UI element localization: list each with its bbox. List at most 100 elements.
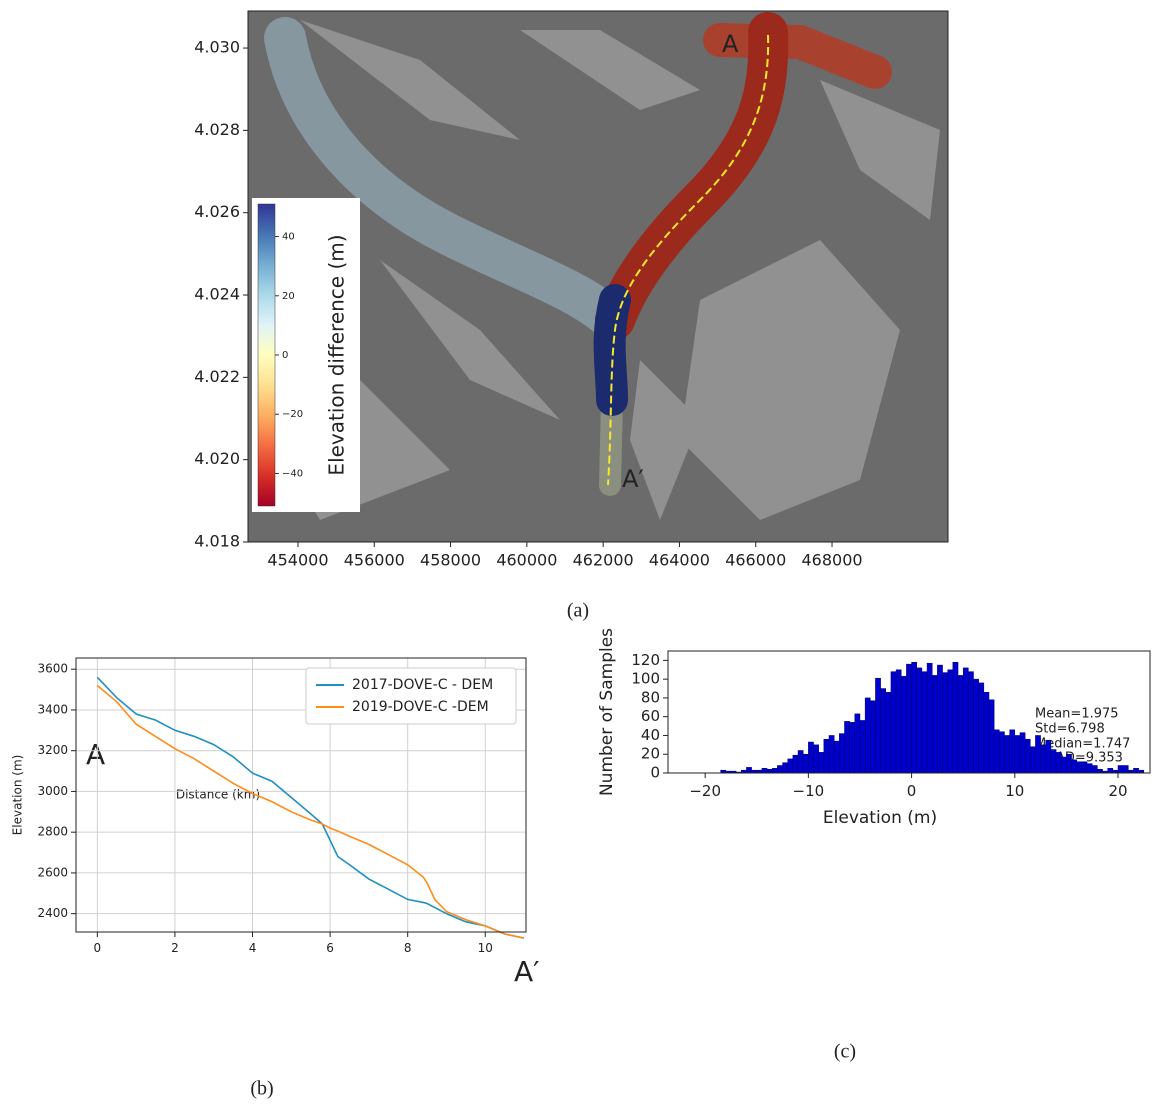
line bbox=[96, 676, 525, 939]
bar bbox=[813, 744, 819, 774]
bar bbox=[988, 699, 995, 774]
bar bbox=[926, 662, 933, 774]
x-tick-label: −10 bbox=[793, 782, 825, 800]
y-tick-label: 120 bbox=[631, 651, 660, 669]
y-tick-label: 4.024 bbox=[194, 285, 240, 304]
y-tick-label: 3000 bbox=[37, 784, 68, 798]
bar bbox=[1097, 768, 1103, 774]
bar bbox=[999, 731, 1005, 774]
bar bbox=[1081, 761, 1088, 774]
bar bbox=[957, 675, 964, 774]
legend bbox=[305, 667, 517, 725]
y-axis-label: Elevation (m) bbox=[11, 755, 25, 836]
bar bbox=[993, 729, 1000, 774]
bar bbox=[911, 662, 917, 774]
bar bbox=[839, 733, 845, 774]
bar bbox=[942, 672, 948, 774]
bar bbox=[901, 676, 907, 774]
bar bbox=[1060, 756, 1067, 774]
bar bbox=[1050, 749, 1057, 774]
annotation: Mean=1.975 bbox=[1035, 707, 1119, 722]
colorbar-tick-label: 0 bbox=[282, 350, 288, 361]
bar bbox=[777, 765, 783, 774]
bar bbox=[885, 692, 892, 774]
colorbar-tick-label: 40 bbox=[282, 232, 295, 243]
y-tick-label: 40 bbox=[641, 726, 660, 744]
y-tick-label: 4.026 bbox=[194, 202, 240, 221]
x-tick-label: 464000 bbox=[649, 551, 710, 570]
plot-frame bbox=[75, 657, 527, 933]
bar bbox=[1086, 763, 1093, 774]
bar bbox=[890, 671, 897, 774]
y-tick-label: 4.030 bbox=[194, 38, 240, 57]
caption: (c) bbox=[834, 1041, 856, 1063]
bar bbox=[766, 768, 773, 774]
caption: (b) bbox=[250, 1078, 273, 1100]
bar bbox=[1014, 735, 1021, 774]
annotation: A′ bbox=[622, 465, 644, 493]
legend-label: 2017-DOVE-C - DEM bbox=[352, 677, 493, 693]
bar bbox=[849, 722, 856, 774]
y-tick-label: 4.018 bbox=[194, 532, 240, 551]
plot-frame bbox=[667, 650, 1151, 774]
bar bbox=[808, 741, 814, 774]
bar bbox=[833, 740, 840, 774]
bar bbox=[978, 682, 985, 774]
y-tick-label: 3400 bbox=[37, 702, 68, 716]
x-tick-label: 0 bbox=[94, 941, 102, 955]
y-tick-label: 0 bbox=[650, 764, 660, 782]
bar bbox=[1004, 735, 1010, 774]
bar bbox=[823, 738, 830, 774]
bar bbox=[931, 675, 938, 774]
bar bbox=[968, 671, 974, 774]
legend-label: 2019-DOVE-C -DEM bbox=[352, 699, 489, 715]
colorbar-label: Elevation difference (m) bbox=[325, 234, 349, 475]
annotation: A′ bbox=[514, 955, 540, 988]
y-tick-label: 3600 bbox=[37, 662, 68, 676]
x-tick-label: 10 bbox=[478, 941, 493, 955]
x-axis-label: Elevation (m) bbox=[823, 808, 937, 828]
bar bbox=[916, 667, 923, 774]
bar bbox=[1045, 739, 1052, 774]
bar bbox=[1117, 765, 1124, 774]
x-tick-label: 460000 bbox=[496, 551, 557, 570]
y-tick-label: 2600 bbox=[37, 865, 68, 879]
y-tick-label: 100 bbox=[631, 670, 660, 688]
x-tick-label: 458000 bbox=[420, 551, 481, 570]
colorbar-tick-label: −20 bbox=[282, 409, 303, 420]
y-tick-label: 4.028 bbox=[194, 120, 240, 139]
colorbar-tick-label: 20 bbox=[282, 291, 295, 302]
y-tick-label: 4.020 bbox=[194, 449, 240, 468]
map-image bbox=[248, 11, 948, 542]
caption: (a) bbox=[567, 600, 589, 622]
y-tick-label: 60 bbox=[641, 707, 660, 725]
bar bbox=[1066, 753, 1072, 774]
bar bbox=[787, 758, 794, 774]
bar bbox=[1133, 768, 1139, 774]
bar bbox=[1055, 752, 1062, 774]
bar bbox=[792, 754, 799, 774]
bar bbox=[973, 678, 979, 774]
y-tick-label: 80 bbox=[641, 688, 660, 706]
bar bbox=[761, 768, 768, 774]
bar bbox=[875, 677, 881, 774]
bar bbox=[771, 768, 778, 774]
y-tick-label: 2400 bbox=[37, 906, 68, 920]
y-tick-label: 3200 bbox=[37, 743, 68, 757]
annotation: Std=6.798 bbox=[1035, 722, 1105, 737]
x-tick-label: 456000 bbox=[344, 551, 405, 570]
x-tick-label: 2 bbox=[171, 941, 179, 955]
bar bbox=[983, 692, 990, 774]
x-tick-label: 10 bbox=[1005, 782, 1024, 800]
bar bbox=[844, 721, 850, 774]
colorbar-tick-label: −40 bbox=[282, 468, 303, 479]
bar bbox=[1122, 765, 1129, 774]
annotation: Median=1.747 bbox=[1035, 737, 1130, 752]
annotation: A bbox=[722, 30, 739, 58]
bar bbox=[921, 671, 928, 774]
bar bbox=[1035, 735, 1041, 774]
bar bbox=[864, 697, 871, 774]
plot-frame bbox=[247, 10, 949, 543]
x-tick-label: 0 bbox=[907, 782, 917, 800]
y-tick-label: 4.022 bbox=[194, 367, 240, 386]
